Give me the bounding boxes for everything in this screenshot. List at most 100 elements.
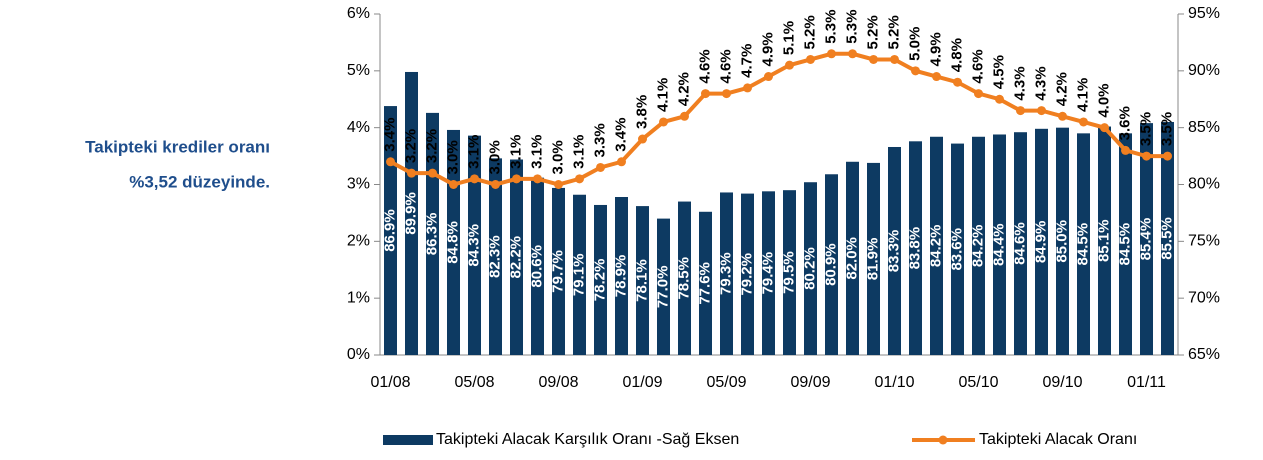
line-marker xyxy=(1037,106,1046,116)
line-value-label: 4.9% xyxy=(759,32,776,66)
line-value-label: 5.3% xyxy=(822,10,839,44)
line-marker xyxy=(1016,106,1025,116)
line-value-label: 3.0% xyxy=(444,140,461,174)
bar xyxy=(636,206,649,355)
line-marker xyxy=(428,168,437,178)
bar-value-label: 83.8% xyxy=(906,227,923,270)
line-marker xyxy=(974,89,983,99)
bar-value-label: 84.4% xyxy=(990,223,1007,266)
bar-value-label: 82.0% xyxy=(843,237,860,280)
bar-value-label: 79.5% xyxy=(780,251,797,294)
bar-value-label: 84.2% xyxy=(969,225,986,268)
line-marker xyxy=(1100,123,1109,133)
line-marker xyxy=(575,174,584,184)
x-tick-label: 09/08 xyxy=(538,374,578,391)
y2-tick-label: 75% xyxy=(1188,233,1220,250)
bar xyxy=(783,190,796,355)
bar xyxy=(762,191,775,355)
line-value-label: 4.7% xyxy=(738,44,755,78)
legend-swatch xyxy=(383,435,433,445)
line-marker xyxy=(995,94,1004,104)
line-value-label: 4.0% xyxy=(1095,83,1112,117)
line-marker xyxy=(386,157,395,167)
bar-value-label: 86.9% xyxy=(381,209,398,252)
line-marker xyxy=(533,174,542,184)
line-marker xyxy=(1058,111,1067,121)
bar xyxy=(405,71,418,355)
line-value-label: 5.1% xyxy=(780,21,797,55)
legend-swatch xyxy=(938,435,948,445)
bar-value-label: 78.2% xyxy=(591,259,608,302)
line-value-label: 4.2% xyxy=(1053,72,1070,106)
line-value-label: 3.6% xyxy=(1116,106,1133,140)
line-value-label: 4.5% xyxy=(990,55,1007,89)
bar xyxy=(951,143,964,355)
bar xyxy=(993,134,1006,355)
x-tick-label: 05/08 xyxy=(454,374,494,391)
line-marker xyxy=(911,66,920,76)
bar xyxy=(804,182,817,355)
y-tick-label: 1% xyxy=(347,289,370,306)
bar xyxy=(552,187,565,355)
line-value-label: 3.5% xyxy=(1158,112,1175,146)
bar xyxy=(1056,127,1069,356)
x-tick-label: 09/10 xyxy=(1042,374,1082,391)
bar xyxy=(1119,133,1132,355)
bar-value-label: 83.3% xyxy=(885,230,902,273)
bar-value-label: 79.3% xyxy=(717,252,734,295)
legend-label: Takipteki Alacak Karşılık Oranı -Sağ Eks… xyxy=(436,431,739,448)
x-tick-label: 05/10 xyxy=(958,374,998,391)
bar-value-label: 82.2% xyxy=(507,236,524,279)
bar-value-label: 81.9% xyxy=(864,238,881,281)
line-value-label: 3.5% xyxy=(1137,112,1154,146)
x-tick-label: 09/09 xyxy=(790,374,830,391)
line-marker xyxy=(869,54,878,64)
line-marker xyxy=(596,162,605,172)
y2-tick-label: 70% xyxy=(1188,289,1220,306)
x-tick-label: 01/10 xyxy=(874,374,914,391)
bar xyxy=(510,159,523,355)
line-value-label: 3.8% xyxy=(633,95,650,129)
bar-value-label: 84.6% xyxy=(1011,222,1028,265)
bar xyxy=(1035,128,1048,355)
line-value-label: 5.2% xyxy=(801,15,818,49)
bar xyxy=(888,146,901,355)
bar xyxy=(531,177,544,355)
line-marker xyxy=(491,180,500,189)
y2-tick-label: 85% xyxy=(1188,119,1220,136)
line-marker xyxy=(638,134,647,144)
x-tick-label: 01/11 xyxy=(1127,374,1166,391)
line-value-label: 4.8% xyxy=(948,38,965,72)
bar xyxy=(1014,132,1027,355)
bar xyxy=(909,141,922,355)
line-marker xyxy=(785,60,794,70)
bar-value-label: 85.5% xyxy=(1158,217,1175,260)
bar-value-label: 84.3% xyxy=(465,224,482,267)
bar xyxy=(1077,133,1090,355)
line-marker xyxy=(407,168,416,178)
bar-value-label: 85.4% xyxy=(1137,218,1154,261)
line-value-label: 3.4% xyxy=(612,118,629,152)
y-tick-label: 6% xyxy=(347,5,370,22)
line-marker xyxy=(1121,145,1130,155)
y2-tick-label: 95% xyxy=(1188,5,1220,22)
line-value-label: 4.3% xyxy=(1032,66,1049,100)
line-marker xyxy=(617,157,626,167)
bar-value-label: 79.1% xyxy=(570,254,587,297)
bar xyxy=(468,135,481,355)
bar xyxy=(867,162,880,355)
y-tick-label: 0% xyxy=(347,346,370,363)
bar xyxy=(699,211,712,355)
line-marker xyxy=(722,89,731,99)
line-value-label: 3.2% xyxy=(402,129,419,163)
annotation: Takipteki krediler oranı xyxy=(85,137,270,156)
x-tick-label: 01/09 xyxy=(622,374,662,391)
bar-value-label: 85.0% xyxy=(1053,220,1070,263)
line-value-label: 4.6% xyxy=(696,49,713,83)
line-marker xyxy=(554,180,563,189)
line-marker xyxy=(1079,117,1088,127)
bar-value-label: 78.5% xyxy=(675,257,692,300)
bar xyxy=(1098,126,1111,355)
bar-value-label: 85.1% xyxy=(1095,219,1112,262)
line-value-label: 4.3% xyxy=(1011,66,1028,100)
